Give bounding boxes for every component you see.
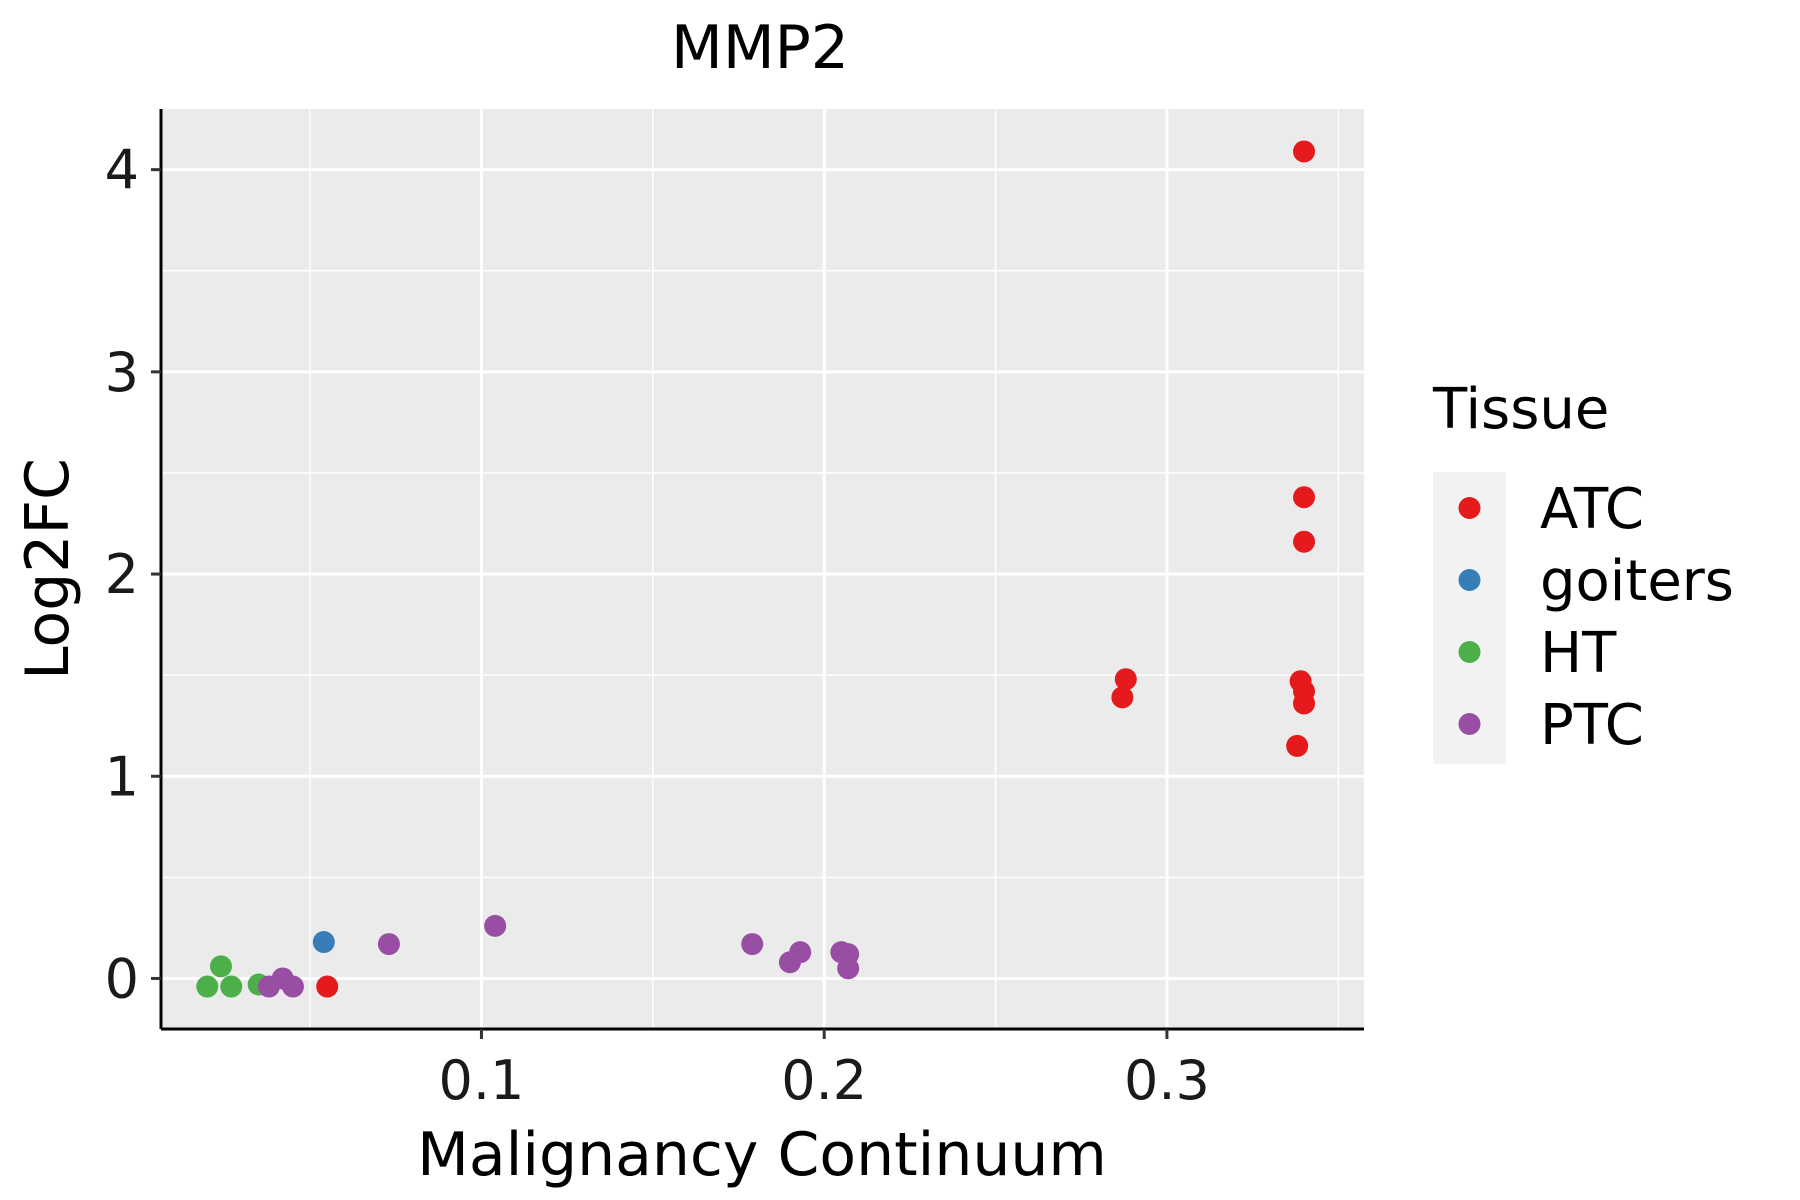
legend-label-goiters: goiters — [1540, 549, 1734, 614]
legend-label-ptc: PTC — [1540, 693, 1644, 758]
data-point-ptc — [257, 975, 280, 998]
y-tick-label: 2 — [105, 543, 139, 606]
data-point-atc — [1293, 692, 1316, 715]
data-point-atc — [1286, 734, 1309, 757]
x-tick-label: 0.1 — [439, 1049, 525, 1112]
data-point-atc — [1293, 486, 1316, 509]
legend-key-ht — [1458, 641, 1481, 663]
data-point-goiters — [312, 931, 335, 954]
data-point-ptc — [837, 957, 860, 980]
data-point-atc — [1111, 686, 1134, 709]
data-point-ptc — [281, 975, 304, 998]
data-point-ptc — [377, 933, 400, 956]
data-point-atc — [1293, 140, 1316, 163]
legend: ATC goiters HT PTC — [1458, 477, 1734, 758]
legend-label-atc: ATC — [1540, 477, 1644, 542]
plot-panel — [161, 109, 1364, 1029]
y-tick-label: 4 — [105, 139, 139, 202]
data-point-atc — [1293, 530, 1316, 553]
legend-key-goiters — [1458, 569, 1481, 591]
data-point-ht — [209, 955, 232, 978]
gridlines — [161, 109, 1364, 1029]
x-axis-ticks: 0.1 0.2 0.3 — [439, 1029, 1210, 1112]
x-axis-label: Malignancy Continuum — [417, 1120, 1107, 1190]
y-tick-label: 0 — [105, 947, 139, 1010]
y-axis-label: Log2FC — [13, 458, 83, 680]
x-tick-label: 0.2 — [781, 1049, 867, 1112]
legend-title: Tissue — [1432, 377, 1609, 442]
x-tick-label: 0.3 — [1124, 1049, 1210, 1112]
data-point-ptc — [778, 951, 801, 974]
data-point-ht — [220, 975, 243, 998]
data-point-atc — [1114, 668, 1137, 691]
legend-key-ptc — [1458, 713, 1481, 735]
data-point-atc — [316, 975, 339, 998]
data-point-ht — [196, 975, 219, 998]
chart-title: MMP2 — [671, 13, 849, 83]
y-axis-ticks: 0 1 2 3 4 — [105, 139, 161, 1010]
data-point-ptc — [741, 933, 764, 956]
data-points — [196, 140, 1316, 998]
data-point-ptc — [484, 914, 507, 937]
y-tick-label: 1 — [105, 745, 139, 808]
legend-label-ht: HT — [1540, 621, 1617, 686]
legend-key-atc — [1458, 497, 1481, 519]
y-tick-label: 3 — [105, 341, 139, 404]
